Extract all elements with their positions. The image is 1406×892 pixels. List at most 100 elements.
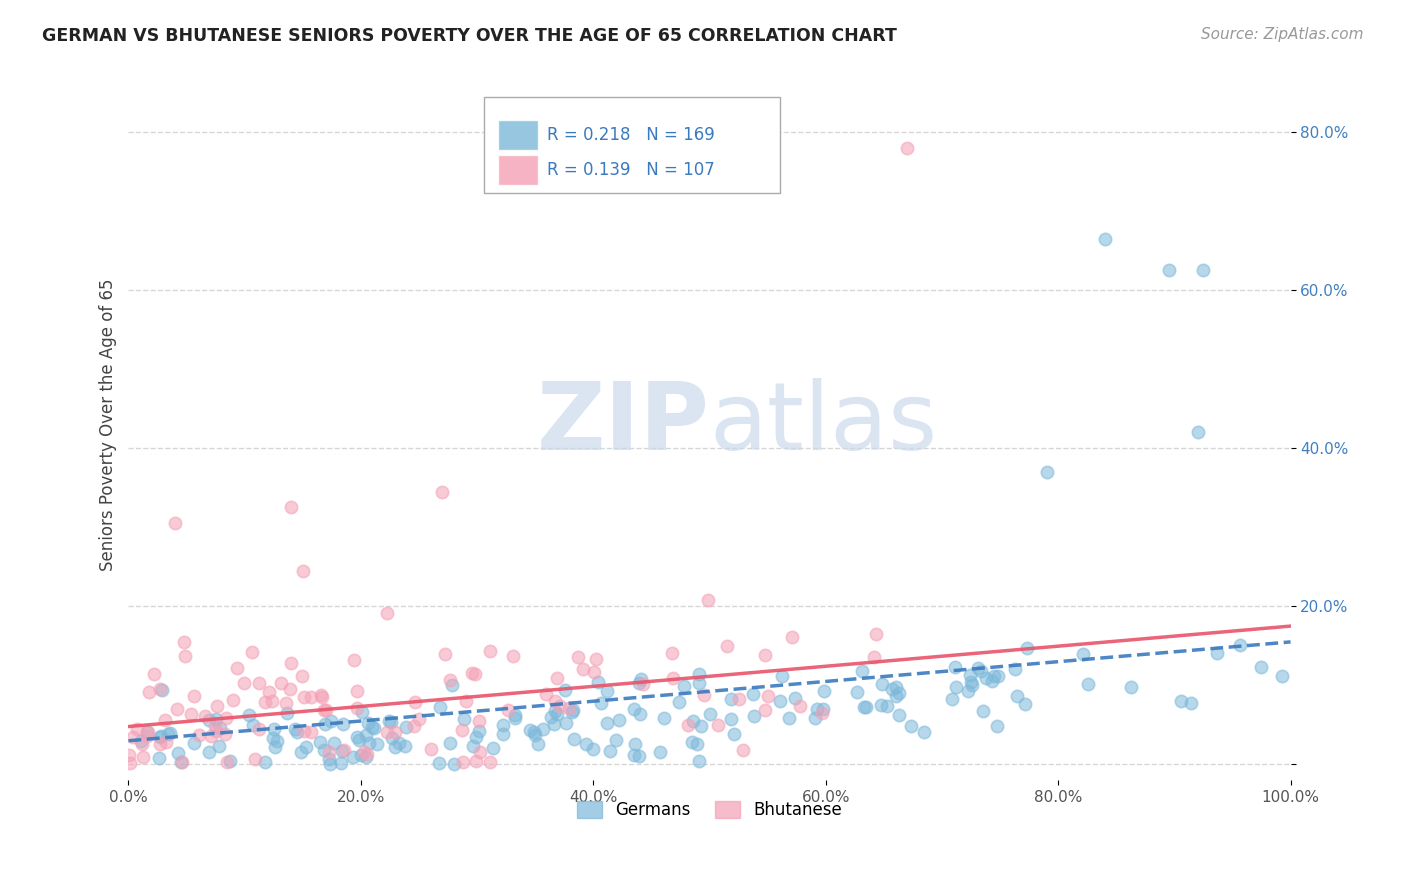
Point xyxy=(785,691,807,706)
Point xyxy=(215,711,238,725)
Point xyxy=(1170,694,1192,708)
Point xyxy=(375,606,398,620)
Point xyxy=(1005,689,1028,703)
Point xyxy=(609,714,631,728)
Text: R = 0.139   N = 107: R = 0.139 N = 107 xyxy=(547,161,714,179)
Point xyxy=(464,731,486,745)
Point xyxy=(204,724,226,739)
Point xyxy=(585,652,607,666)
Point xyxy=(648,745,671,759)
Point xyxy=(291,564,314,578)
Point xyxy=(596,684,619,698)
Point xyxy=(117,747,139,762)
Point xyxy=(136,724,159,739)
Point xyxy=(972,705,994,719)
Point xyxy=(605,732,627,747)
Point xyxy=(284,723,307,737)
Point xyxy=(562,732,585,747)
Point xyxy=(264,739,287,754)
Point xyxy=(742,709,765,723)
Point xyxy=(170,755,193,769)
Point xyxy=(433,648,456,662)
Point xyxy=(443,756,465,771)
Point xyxy=(540,710,562,724)
Point xyxy=(869,698,891,713)
Point xyxy=(880,682,903,697)
Point xyxy=(803,711,825,725)
Point xyxy=(247,722,270,736)
Point xyxy=(531,722,554,736)
Point xyxy=(731,743,754,757)
Point xyxy=(132,750,155,764)
Point xyxy=(451,755,474,769)
Point xyxy=(394,739,416,754)
Point xyxy=(205,712,228,726)
Point xyxy=(811,706,834,720)
Point xyxy=(276,706,298,721)
Point xyxy=(851,664,873,678)
Point xyxy=(554,682,576,697)
Point xyxy=(681,735,703,749)
Point xyxy=(121,731,143,745)
Point xyxy=(692,688,714,702)
Text: atlas: atlas xyxy=(710,378,938,470)
Point xyxy=(505,707,527,722)
Point xyxy=(889,686,911,700)
Point xyxy=(479,644,502,658)
Point xyxy=(536,687,558,701)
Point xyxy=(596,716,619,731)
Point xyxy=(1094,231,1116,245)
Point xyxy=(278,682,301,697)
Point xyxy=(492,718,515,732)
Point xyxy=(523,724,546,739)
Point xyxy=(329,756,352,770)
Point xyxy=(865,626,887,640)
Point xyxy=(543,716,565,731)
Point xyxy=(280,656,302,670)
Point xyxy=(247,676,270,690)
Point xyxy=(468,714,491,729)
Point xyxy=(956,684,979,698)
Point xyxy=(872,677,894,691)
Point xyxy=(454,694,477,708)
Y-axis label: Seniors Poverty Over the Age of 65: Seniors Poverty Over the Age of 65 xyxy=(100,278,117,571)
Point xyxy=(240,645,263,659)
Point xyxy=(270,675,292,690)
Point xyxy=(432,484,454,499)
Point xyxy=(173,634,195,648)
Point xyxy=(544,694,567,708)
Point xyxy=(461,665,484,680)
Point xyxy=(652,711,675,725)
Point xyxy=(214,726,236,740)
Point xyxy=(143,667,166,681)
Point xyxy=(378,714,401,728)
Point xyxy=(688,666,710,681)
Point xyxy=(314,717,336,731)
Point xyxy=(1157,263,1180,277)
Point xyxy=(280,500,302,515)
Point xyxy=(699,707,721,722)
Point xyxy=(226,661,249,675)
Point xyxy=(769,694,792,708)
Point xyxy=(136,730,159,744)
Point xyxy=(180,707,202,722)
Point xyxy=(853,700,876,714)
Point xyxy=(346,731,368,745)
Point xyxy=(174,648,197,663)
Point xyxy=(125,722,148,736)
Point xyxy=(263,723,285,737)
Point xyxy=(481,741,503,756)
Point xyxy=(688,754,710,768)
Point xyxy=(290,745,312,759)
Point xyxy=(720,691,742,706)
Point xyxy=(959,668,981,682)
Point xyxy=(987,669,1010,683)
Point xyxy=(242,718,264,732)
Point xyxy=(384,739,406,754)
Point xyxy=(292,690,315,705)
Point xyxy=(254,694,277,708)
Point xyxy=(896,140,918,154)
Point xyxy=(363,721,385,735)
Point xyxy=(555,716,578,731)
Point xyxy=(311,690,333,705)
